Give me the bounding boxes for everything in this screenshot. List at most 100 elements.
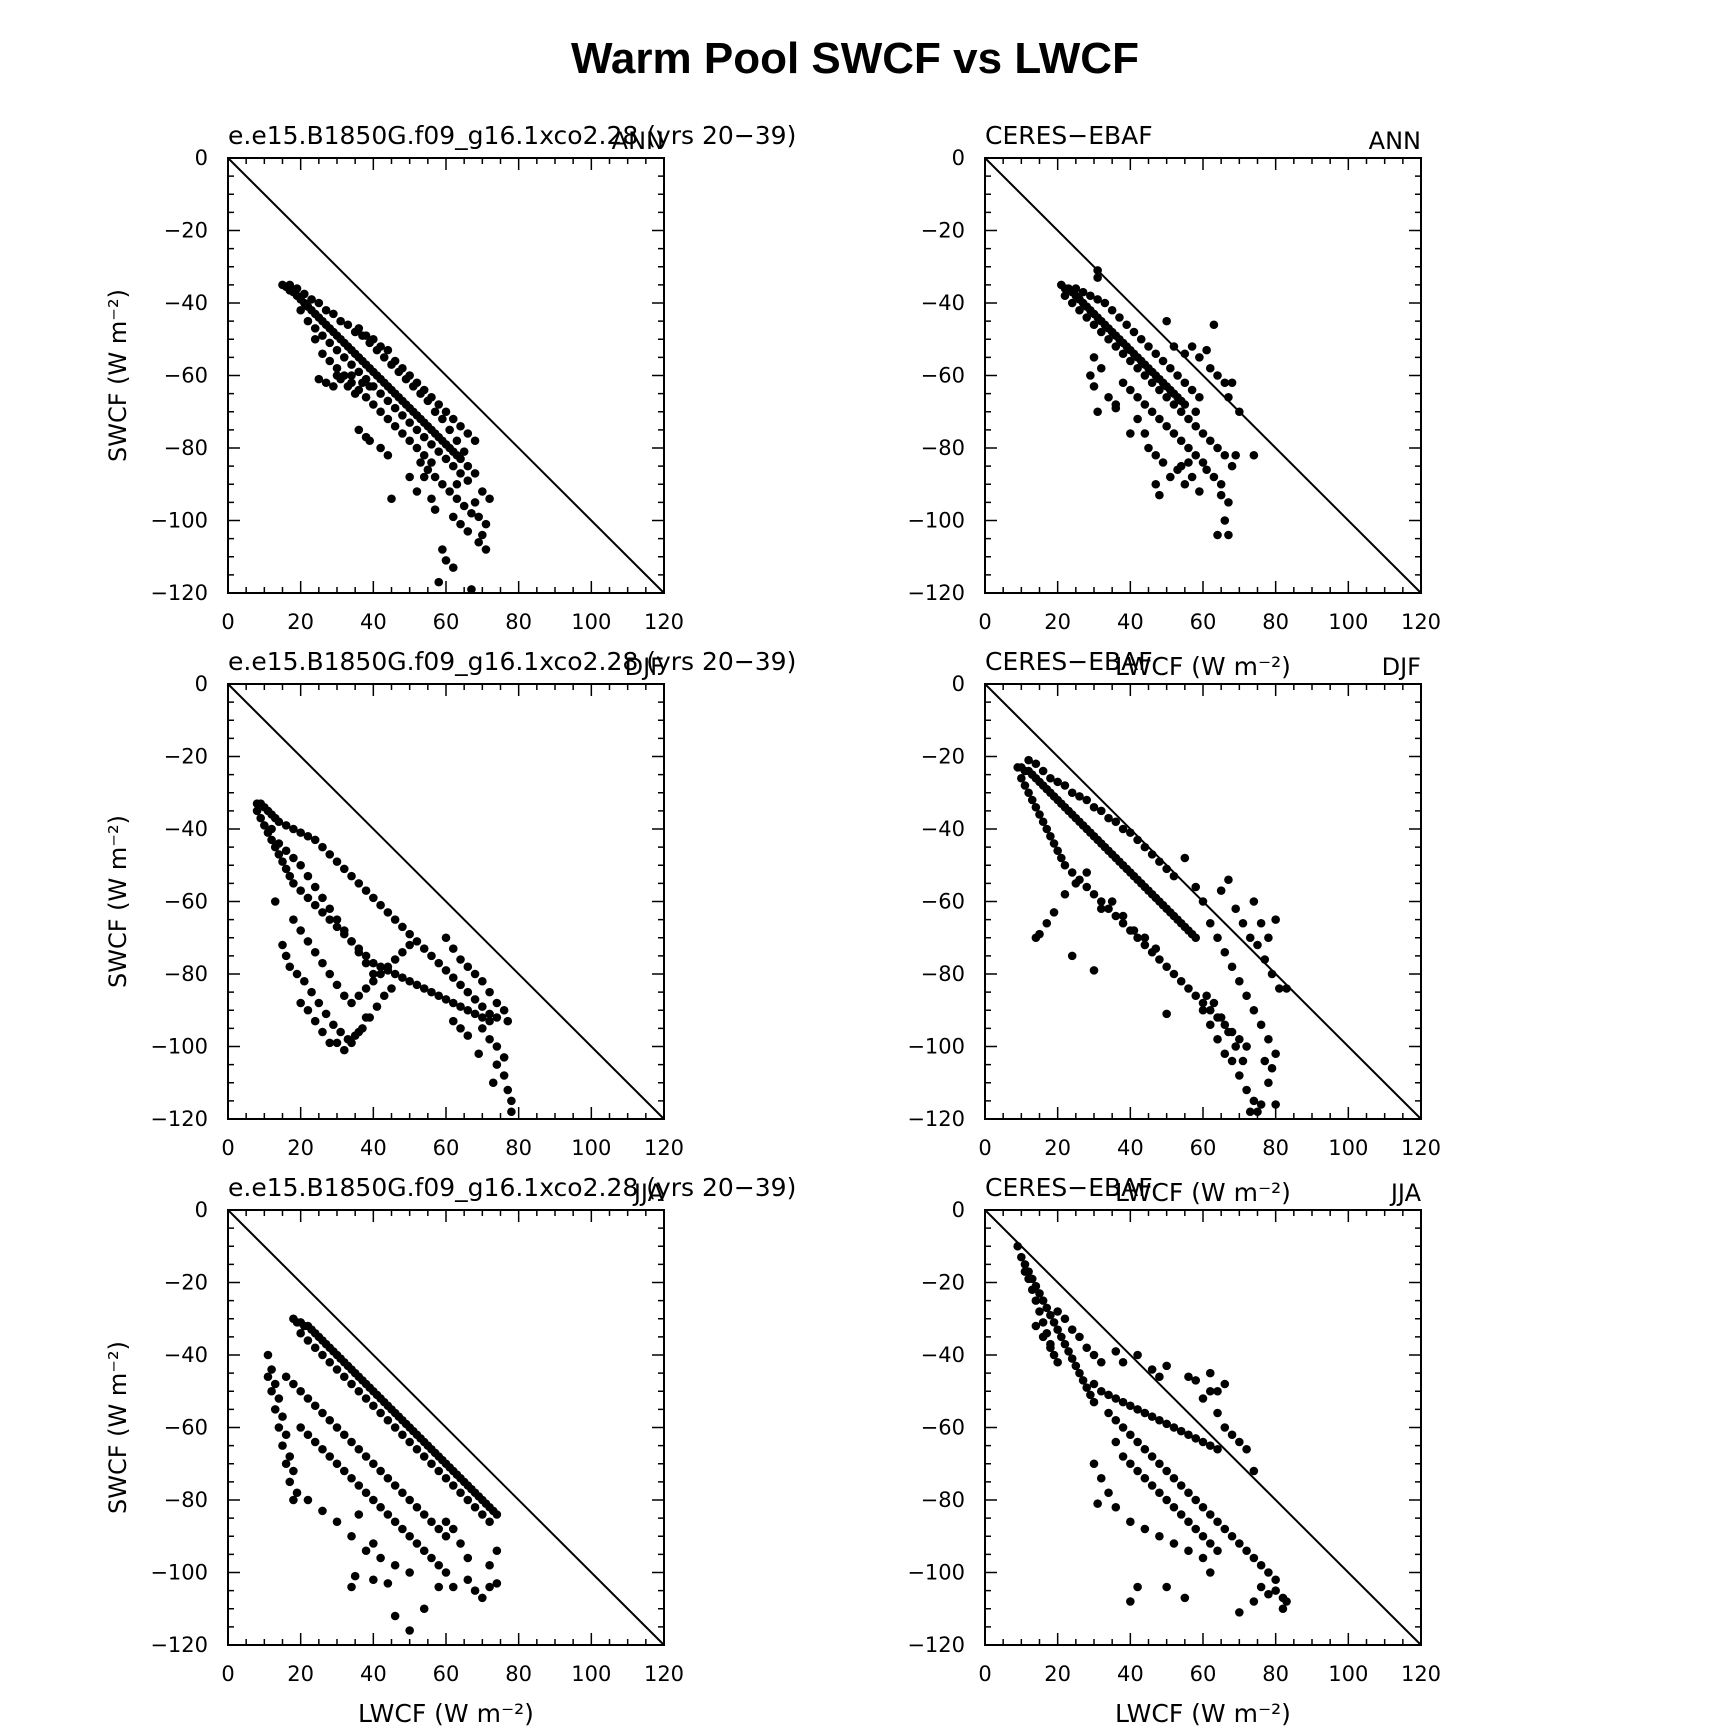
panel-left-label: e.e15.B1850G.f09_g16.1xco2.28 (yrs 20−39… — [228, 647, 796, 676]
data-point — [456, 519, 465, 529]
data-point — [398, 429, 407, 438]
data-point — [1169, 969, 1179, 979]
data-point — [1126, 1459, 1135, 1469]
data-point — [1118, 1397, 1128, 1407]
data-point — [467, 508, 476, 518]
data-point — [361, 984, 371, 993]
data-point — [390, 1611, 400, 1621]
data-point — [1267, 969, 1277, 979]
data-point — [343, 382, 353, 391]
data-point — [1126, 1517, 1135, 1527]
data-point — [1235, 1608, 1244, 1617]
data-point — [1104, 1488, 1113, 1498]
data-point — [1205, 436, 1215, 446]
data-point — [485, 1517, 494, 1527]
data-point — [318, 1506, 327, 1516]
data-point — [390, 1517, 400, 1527]
panel-left-label: CERES−EBAF — [985, 647, 1153, 676]
data-point — [1147, 407, 1157, 417]
data-point — [419, 472, 429, 482]
center-axis-label: LWCF (W m⁻²) — [1115, 1178, 1291, 1207]
data-point — [1017, 1252, 1026, 1262]
data-point — [1209, 320, 1219, 330]
y-tick-label: −60 — [164, 890, 208, 914]
data-point — [1133, 1350, 1142, 1360]
data-point — [456, 469, 465, 478]
data-point — [1162, 1009, 1171, 1019]
x-tick-label: 0 — [978, 1662, 991, 1686]
data-point — [390, 1423, 400, 1432]
y-tick-label: −100 — [150, 1035, 208, 1059]
data-point — [252, 806, 262, 816]
data-point — [1024, 1274, 1033, 1284]
data-point — [1111, 342, 1121, 351]
data-point — [1271, 1575, 1280, 1585]
data-point — [1242, 1546, 1251, 1556]
y-tick-label: −40 — [921, 1343, 965, 1367]
data-point — [1184, 1488, 1193, 1498]
data-point — [1256, 1582, 1266, 1592]
data-point — [1205, 1568, 1215, 1577]
data-point — [1227, 461, 1237, 471]
x-tick-label: 0 — [978, 610, 991, 634]
data-point — [1126, 1597, 1135, 1606]
data-point — [1176, 436, 1186, 446]
data-point — [390, 1481, 400, 1490]
data-point — [1264, 933, 1273, 943]
data-point — [1126, 1401, 1135, 1411]
data-point — [332, 371, 342, 380]
data-point — [470, 995, 480, 1004]
data-point — [267, 835, 276, 845]
data-point — [369, 334, 378, 344]
data-point — [1176, 1481, 1186, 1490]
data-point — [321, 378, 331, 388]
data-point — [1140, 940, 1150, 950]
y-tick-label: 0 — [952, 146, 965, 170]
data-point — [463, 987, 473, 997]
data-point — [303, 937, 313, 946]
x-tick-label: 40 — [1117, 1662, 1144, 1686]
data-point — [1082, 868, 1092, 877]
data-point — [1198, 1531, 1208, 1541]
data-point — [369, 1459, 378, 1469]
x-tick-label: 120 — [1401, 1136, 1441, 1160]
data-point — [1038, 766, 1048, 776]
data-point — [390, 1560, 400, 1570]
x-tick-label: 20 — [1044, 1136, 1071, 1160]
data-point — [1202, 465, 1211, 475]
data-point — [1093, 273, 1102, 282]
data-point — [427, 1459, 436, 1469]
data-point — [427, 1517, 436, 1527]
x-tick-label: 0 — [221, 1136, 234, 1160]
data-point — [1147, 850, 1157, 859]
data-point — [492, 1013, 502, 1022]
data-point — [1169, 1539, 1179, 1548]
data-point — [441, 966, 451, 975]
data-point — [492, 1060, 502, 1069]
plot-frame — [227, 1209, 665, 1646]
data-point — [1253, 1107, 1262, 1117]
data-point — [1264, 1078, 1273, 1088]
data-point — [1209, 472, 1219, 482]
x-tick-label: 100 — [1328, 1136, 1368, 1160]
data-point — [1187, 385, 1197, 395]
data-point — [452, 494, 462, 504]
data-point — [1169, 1473, 1179, 1483]
data-point — [1093, 407, 1102, 417]
data-point — [1053, 1357, 1062, 1367]
data-point — [1151, 944, 1161, 953]
data-point — [307, 295, 316, 304]
data-point — [1249, 450, 1259, 460]
x-tick-label: 100 — [1328, 610, 1368, 634]
data-point — [325, 356, 335, 366]
data-point — [339, 1045, 349, 1055]
data-point — [1220, 1524, 1230, 1534]
x-tick-label: 60 — [433, 1136, 460, 1160]
data-point — [307, 987, 316, 997]
data-point — [1162, 1495, 1171, 1505]
data-point — [416, 458, 425, 467]
x-tick-label: 40 — [1117, 610, 1144, 634]
data-point — [325, 969, 335, 979]
data-point — [1140, 842, 1150, 852]
data-point — [1020, 1260, 1030, 1269]
